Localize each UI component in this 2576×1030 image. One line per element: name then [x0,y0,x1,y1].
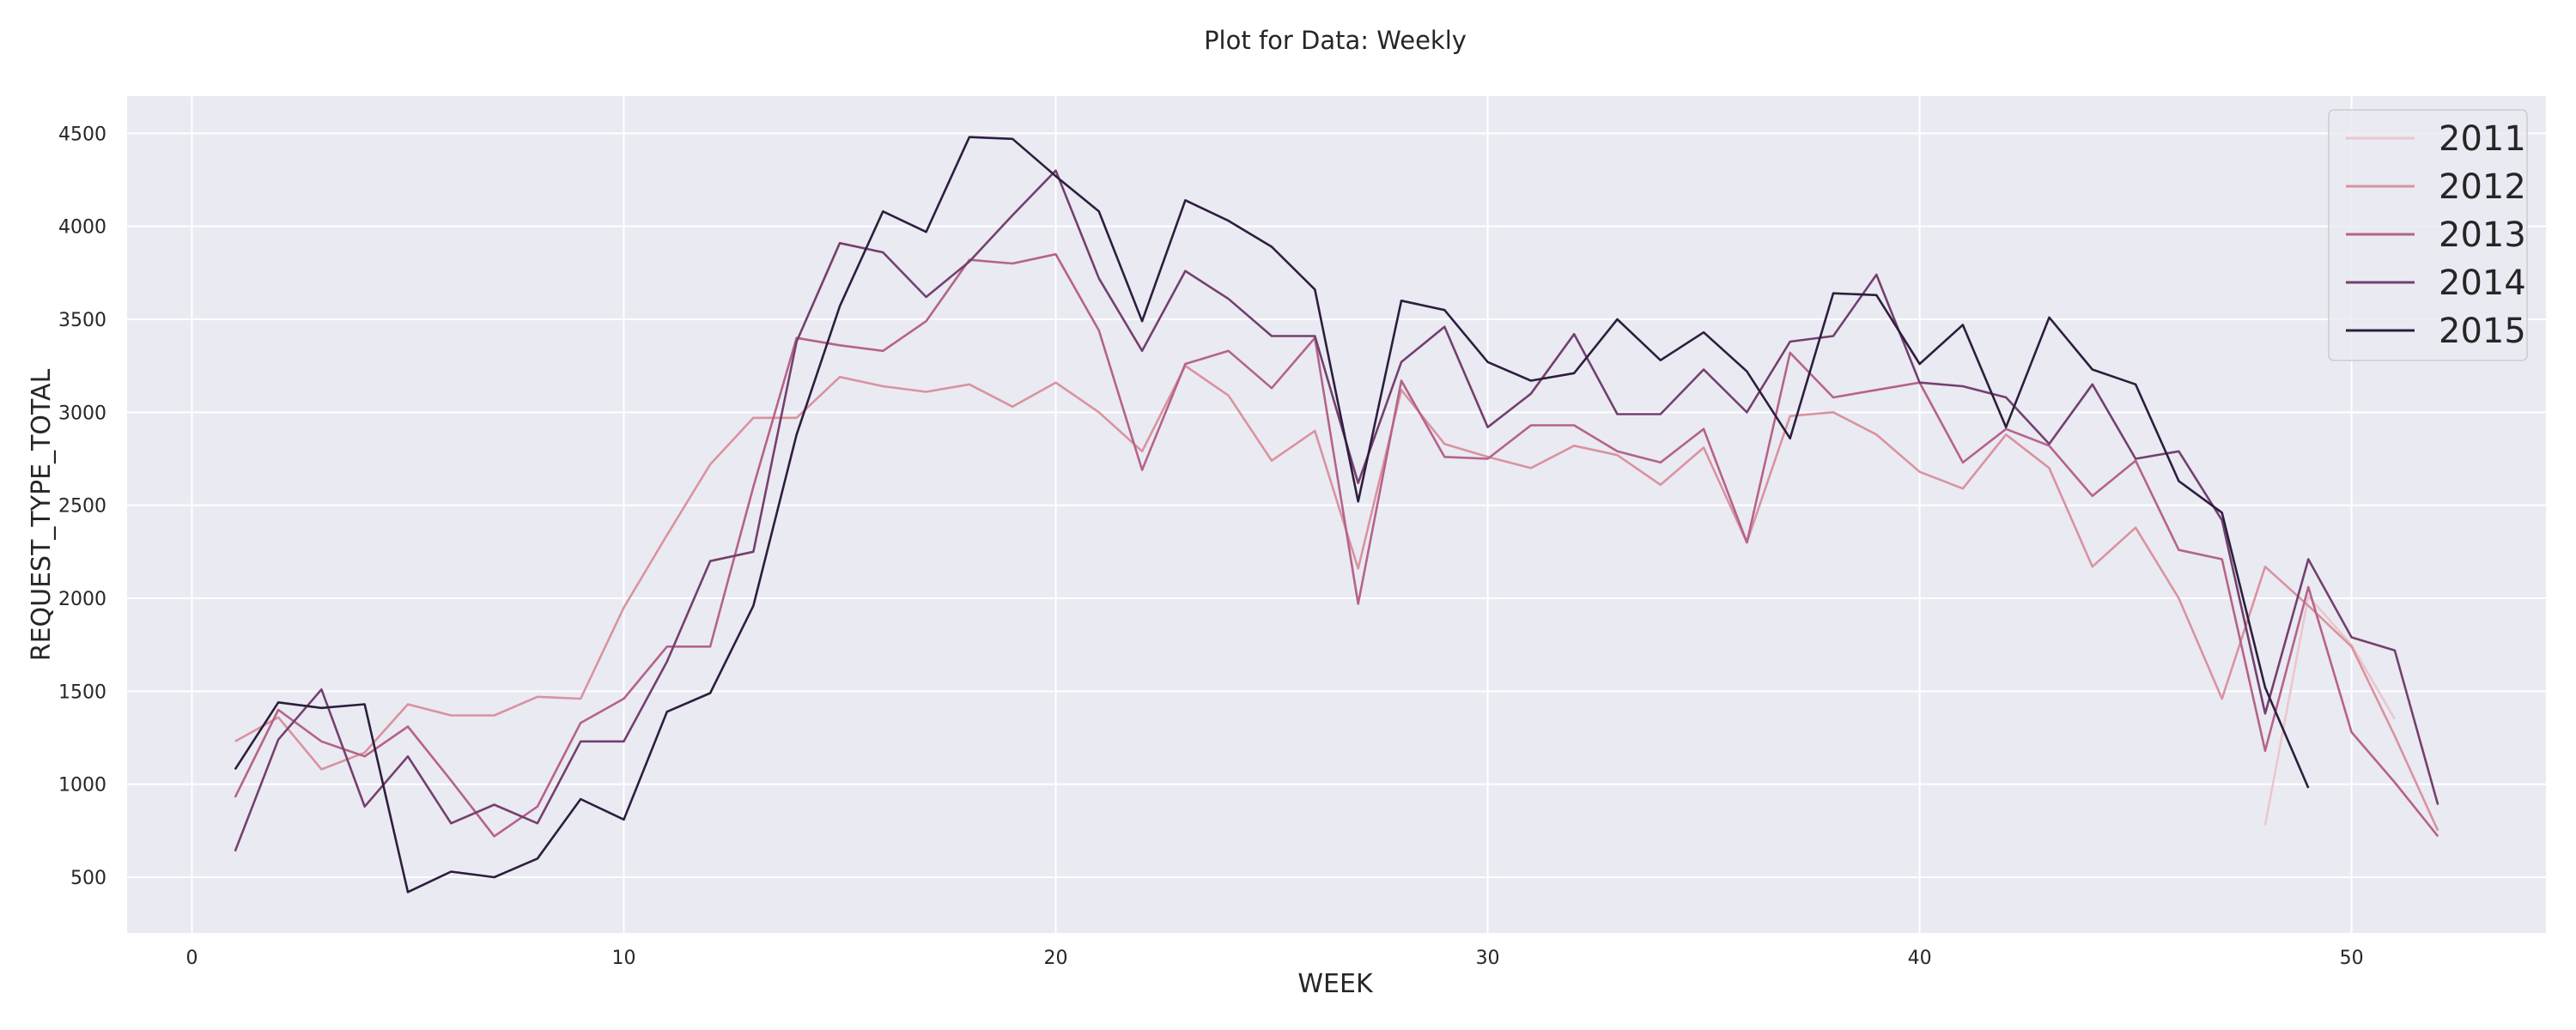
grid-lines [127,96,2546,933]
legend: 2011 2012 2013 2014 2015 [2328,109,2528,361]
x-tick-label: 30 [1476,948,1500,969]
series-lines [234,136,2439,894]
x-axis-ticks: 0 10 20 30 40 50 [185,948,2363,969]
series-line-2015 [234,136,2310,894]
y-tick-label: 4500 [58,124,106,145]
x-tick-label: 20 [1044,948,1068,969]
y-tick-label: 4000 [58,217,106,239]
x-tick-label: 40 [1908,948,1932,969]
legend-label-2012: 2012 [2439,167,2526,207]
y-tick-label: 1500 [58,682,106,703]
legend-label-2014: 2014 [2439,264,2526,303]
y-axis-label: REQUEST_TYPE_TOTAL [27,368,57,661]
y-tick-label: 2000 [58,589,106,610]
y-tick-label: 3500 [58,310,106,331]
legend-box [2328,109,2528,361]
legend-label-2011: 2011 [2439,119,2526,159]
plot-area [127,96,2546,933]
legend-label-2015: 2015 [2439,312,2526,351]
series-line-2014 [234,169,2439,852]
y-tick-label: 1000 [58,775,106,797]
series-line-2011 [2263,595,2397,826]
legend-label-2013: 2013 [2439,215,2526,255]
x-tick-label: 10 [611,948,635,969]
chart-title: Plot for Data: Weekly [1204,26,1467,55]
y-axis-ticks: 500 1000 1500 2000 2500 3000 3500 4000 4500 [58,124,106,889]
series-line-2013 [234,252,2439,838]
y-tick-label: 2500 [58,496,106,518]
series-line-2012 [234,364,2439,832]
x-axis-label: WEEK [1297,969,1374,999]
x-tick-label: 0 [185,948,197,969]
x-tick-label: 50 [2340,948,2364,969]
y-tick-label: 3000 [58,403,106,424]
y-tick-label: 500 [70,868,106,889]
